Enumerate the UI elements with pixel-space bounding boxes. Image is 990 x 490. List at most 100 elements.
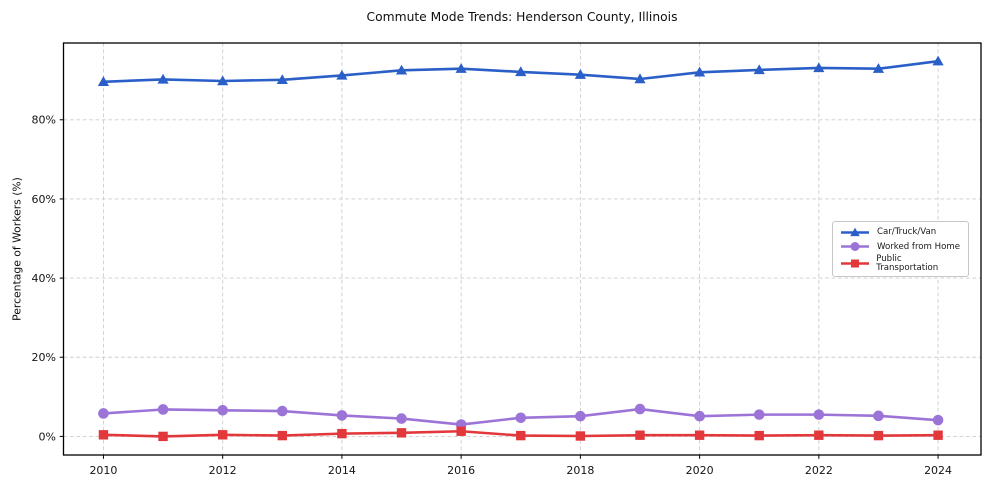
point-worked-from-home-2024 [932,414,944,426]
marker-triangle [395,64,408,75]
point-public-transportation-2011 [158,431,168,442]
marker-circle [873,410,884,422]
marker-triangle [336,69,348,80]
point-worked-from-home-2023 [873,410,884,422]
point-car-truck-van-2018 [574,69,586,79]
point-public-transportation-2018 [575,431,586,441]
marker-square [933,430,943,440]
x-tick-label: 2024 [924,464,952,477]
marker-circle [634,403,646,415]
marker-triangle [97,76,110,86]
marker-square [456,426,466,436]
point-public-transportation-2019 [635,430,645,440]
point-worked-from-home-2013 [276,405,288,417]
tick-labels: 0% 20% 40% 60% 80% 2010 2012 2014 2016 2018 2020 20… [32,114,953,477]
marker-triangle [694,66,706,77]
point-worked-from-home-2022 [813,409,825,420]
point-car-truck-van-2014 [336,69,348,80]
point-car-truck-van-2024 [932,55,944,66]
point-public-transportation-2017 [516,430,526,441]
legend-item-car-truck-van: Car/Truck/Van [840,226,964,239]
point-car-truck-van-2015 [395,64,408,75]
point-public-transportation-2022 [814,430,824,440]
marker-triangle [217,75,229,86]
marker-square [873,430,884,441]
legend-marker-triangle-icon [841,227,869,236]
marker-square [814,430,824,440]
point-public-transportation-2016 [456,426,466,436]
series-public-transportation [98,426,943,442]
legend-label: Public Transportation [876,253,939,273]
x-tick-label: 2014 [328,464,356,477]
marker-circle [276,405,288,417]
y-tick-label: 0% [39,430,56,443]
point-worked-from-home-2021 [753,409,765,420]
marker-triangle [276,74,288,85]
point-car-truck-van-2019 [634,73,646,84]
marker-triangle [634,73,646,84]
marker-square [217,430,228,440]
marker-square [158,431,168,442]
marker-circle [98,408,109,419]
legend-label: Car/Truck/Van [877,227,937,237]
marker-square [337,428,347,439]
point-car-truck-van-2016 [455,63,467,73]
point-public-transportation-2015 [396,428,407,438]
marker-triangle [932,55,944,66]
y-tick-label: 20% [32,351,56,364]
point-worked-from-home-2018 [575,410,586,422]
marker-circle [813,409,825,420]
marker-square [516,430,526,441]
point-car-truck-van-2022 [813,62,825,73]
point-worked-from-home-2019 [634,403,646,415]
point-car-truck-van-2011 [157,73,169,84]
point-public-transportation-2010 [98,430,109,440]
point-public-transportation-2024 [933,430,943,440]
point-car-truck-van-2020 [694,66,706,77]
marker-triangle [515,66,527,77]
marker-square [754,430,764,441]
y-tick-label: 40% [32,272,56,285]
marker-circle [336,410,348,421]
marker-square [277,430,287,441]
point-worked-from-home-2010 [98,408,109,419]
legend-label: Worked from Home [877,241,961,252]
point-car-truck-van-2023 [872,63,885,73]
point-worked-from-home-2015 [396,413,407,424]
marker-circle [694,410,705,422]
marker-square [635,430,645,440]
point-public-transportation-2014 [337,428,347,439]
series-car-truck-van [97,55,944,86]
marker-triangle [574,69,586,79]
point-worked-from-home-2020 [694,410,705,422]
point-worked-from-home-2014 [336,410,348,421]
marker-circle [850,242,860,252]
legend-marker-square-icon [841,259,869,268]
series-worked-from-home [98,403,944,430]
chart-title: Commute Mode Trends: Henderson County, I… [366,10,678,24]
marker-circle [217,404,228,416]
marker-square [396,428,407,438]
x-tick-label: 2018 [566,464,594,477]
x-tick-label: 2020 [686,464,714,477]
marker-triangle [813,62,825,73]
marker-square [851,259,859,268]
point-public-transportation-2020 [694,430,705,440]
y-tick-label: 80% [32,114,56,127]
point-public-transportation-2021 [754,430,764,441]
point-car-truck-van-2010 [97,76,110,86]
point-worked-from-home-2011 [157,404,169,415]
legend-item-worked-from-home: Worked from Home [840,240,964,253]
marker-triangle [872,63,885,73]
marker-square [694,430,705,440]
plot-frame [62,42,982,456]
marker-square [575,431,586,441]
marker-triangle [455,63,467,73]
marker-circle [157,404,169,415]
x-tick-label: 2010 [89,464,117,477]
point-public-transportation-2012 [217,430,228,440]
x-tick-label: 2022 [805,464,833,477]
x-tick-label: 2016 [447,464,475,477]
